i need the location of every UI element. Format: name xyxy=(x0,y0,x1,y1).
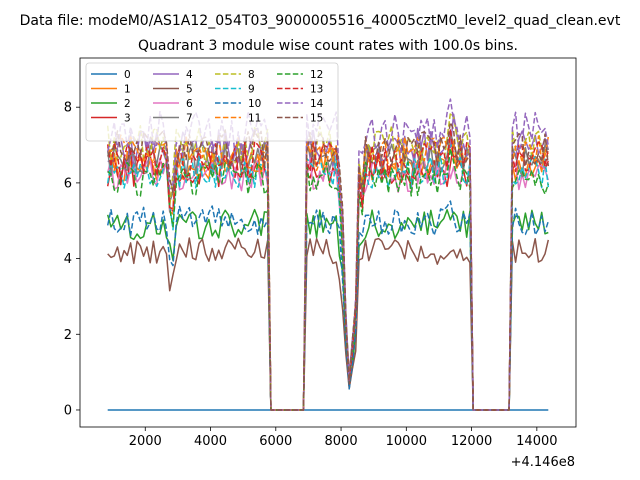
legend-label-9: 9 xyxy=(248,83,255,95)
series-line-15 xyxy=(107,121,550,411)
y-tick-label-2: 2 xyxy=(64,328,72,343)
legend-label-11: 11 xyxy=(248,112,261,124)
legend-label-1: 1 xyxy=(124,83,131,95)
legend-box xyxy=(85,62,339,142)
x-tick-label-6000: 6000 xyxy=(259,434,292,449)
chart-title: Quadrant 3 module wise count rates with … xyxy=(138,38,518,54)
legend-label-6: 6 xyxy=(186,98,193,110)
series-line-11 xyxy=(107,134,550,411)
legend-label-5: 5 xyxy=(186,83,193,95)
y-tick-label-6: 6 xyxy=(64,176,72,191)
x-tick-label-8000: 8000 xyxy=(325,434,358,449)
x-tick-label-12000: 12000 xyxy=(451,434,492,449)
y-tick-label-4: 4 xyxy=(64,252,72,267)
legend-label-12: 12 xyxy=(310,69,323,81)
axes: 2000 4000 6000 8000 10000 12000 14000 0 2 4 6 8 xyxy=(64,57,577,449)
legend-label-2: 2 xyxy=(124,98,131,110)
figure-suptitle: Data file: modeM0/AS1A12_054T03_90000055… xyxy=(20,13,621,29)
legend-label-3: 3 xyxy=(124,112,131,124)
legend-label-14: 14 xyxy=(310,98,324,110)
legend-label-7: 7 xyxy=(186,112,193,124)
x-offset-label: +4.146e8 xyxy=(511,455,575,470)
legend-label-0: 0 xyxy=(124,69,131,81)
legend-label-13: 13 xyxy=(310,83,323,95)
x-tick-label-14000: 14000 xyxy=(516,434,557,449)
legend-label-10: 10 xyxy=(248,98,261,110)
series-lines xyxy=(106,98,550,411)
x-tick-label-4000: 4000 xyxy=(194,434,227,449)
series-line-13 xyxy=(106,128,550,411)
legend-label-15: 15 xyxy=(310,112,323,124)
y-tick-label-8: 8 xyxy=(64,101,72,116)
y-tick-label-0: 0 xyxy=(64,403,72,418)
legend-label-4: 4 xyxy=(186,69,193,81)
x-tick-label-2000: 2000 xyxy=(129,434,162,449)
series-line-12 xyxy=(107,148,550,411)
legend-label-8: 8 xyxy=(248,69,255,81)
axes-frame xyxy=(79,57,577,428)
x-tick-label-10000: 10000 xyxy=(386,434,427,449)
